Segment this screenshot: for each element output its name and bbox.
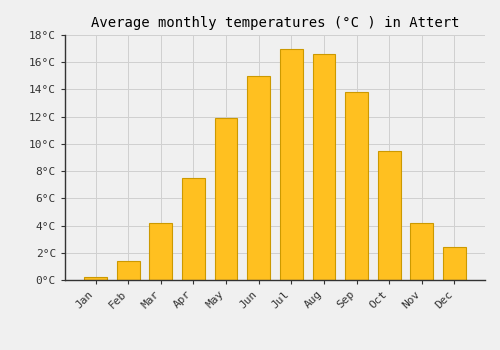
Title: Average monthly temperatures (°C ) in Attert: Average monthly temperatures (°C ) in At… — [91, 16, 459, 30]
Bar — [84, 277, 107, 280]
Bar — [410, 223, 434, 280]
Bar — [248, 76, 270, 280]
Bar — [345, 92, 368, 280]
Bar — [312, 54, 336, 280]
Bar — [182, 178, 205, 280]
Bar — [443, 247, 466, 280]
Bar — [378, 151, 400, 280]
Bar — [214, 118, 238, 280]
Bar — [150, 223, 172, 280]
Bar — [116, 261, 140, 280]
Bar — [280, 49, 302, 280]
